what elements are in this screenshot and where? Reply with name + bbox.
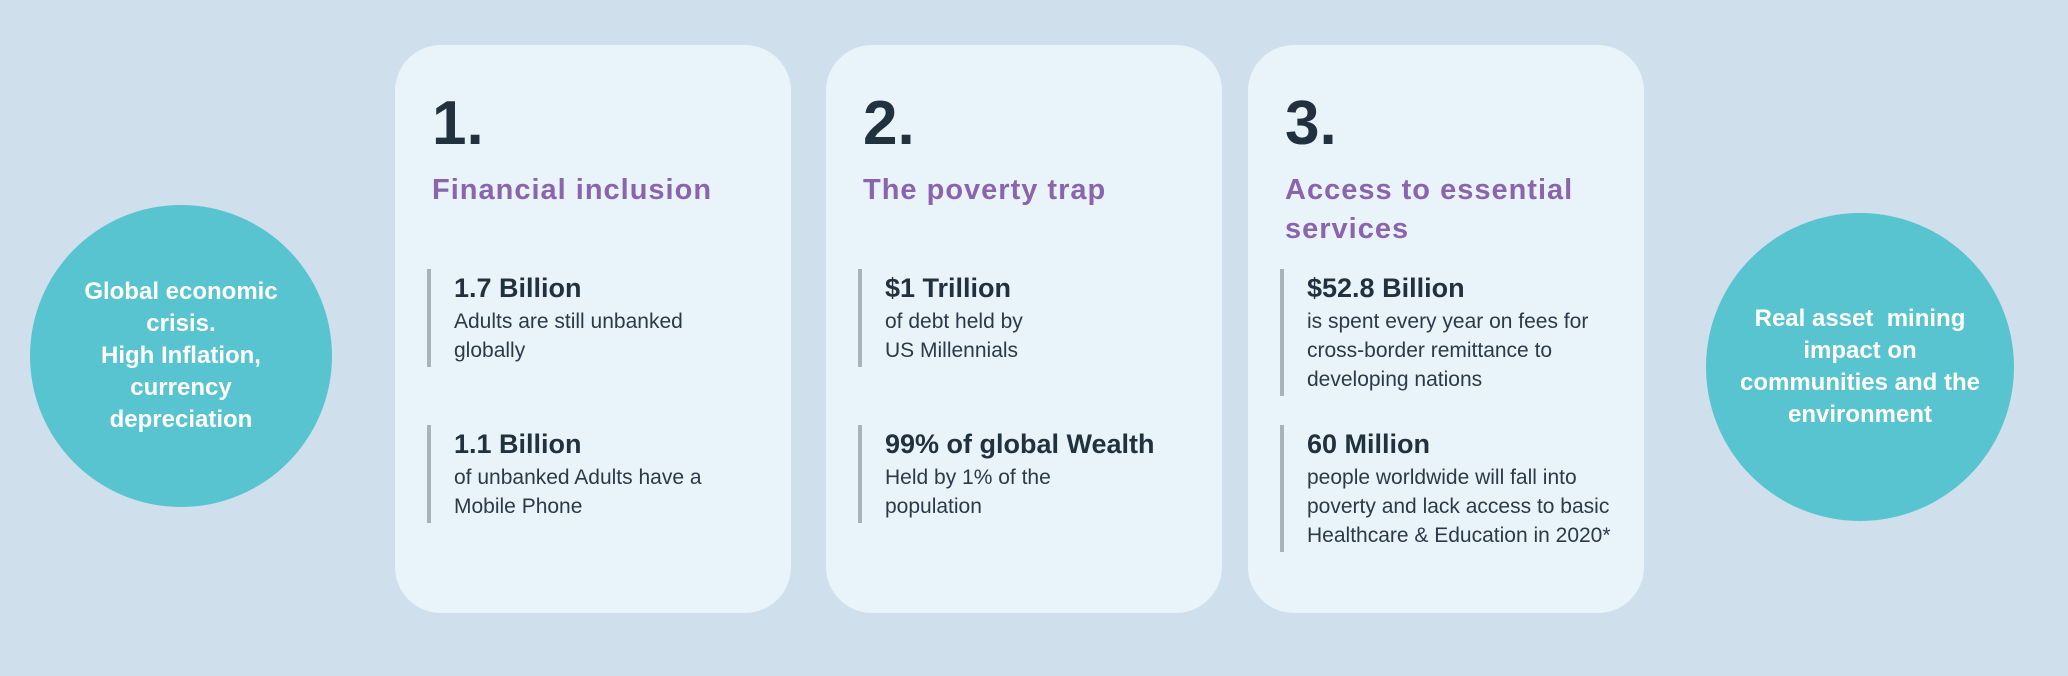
stat-value: 1.7 Billion [454, 273, 582, 303]
stat-description: people worldwide will fall into poverty … [1307, 466, 1611, 547]
stat-description: Adults are still unbanked globally [454, 310, 683, 362]
stat-description: Held by 1% of the population [885, 466, 1051, 518]
stat-block: 1.1 Billion of unbanked Adults have a Mo… [427, 425, 760, 523]
left-circle-text: Global economic crisis. High Inflation, … [84, 278, 278, 433]
stat-block: 60 Million people worldwide will fall in… [1280, 425, 1613, 552]
card-number: 2. [863, 89, 915, 158]
stat-description: of debt held by US Millennials [885, 310, 1023, 362]
card-poverty-trap: 2. The poverty trap $1 Trillion of debt … [826, 45, 1222, 613]
stat-value: 1.1 Billion [454, 429, 582, 459]
card-title: Financial inclusion [432, 174, 713, 206]
stat-block: 1.7 Billion Adults are still unbanked gl… [427, 269, 760, 367]
card-number: 1. [432, 89, 484, 158]
card-number: 3. [1285, 89, 1337, 158]
card-access-essential-services: 3. Access to essential services $52.8 Bi… [1248, 45, 1644, 613]
stat-description: of unbanked Adults have a Mobile Phone [454, 466, 702, 518]
stat-block: 99% of global Wealth Held by 1% of the p… [858, 425, 1191, 523]
card-title: Access to essential services [1285, 174, 1574, 245]
stat-value: $52.8 Billion [1307, 273, 1465, 303]
stat-block: $52.8 Billion is spent every year on fee… [1280, 269, 1613, 396]
card-title: The poverty trap [863, 174, 1107, 206]
right-circle-text: Real asset mining impact on communities … [1739, 305, 1981, 428]
stat-value: $1 Trillion [885, 273, 1012, 303]
stat-block: $1 Trillion of debt held by US Millennia… [858, 269, 1191, 367]
stat-description: is spent every year on fees for cross-bo… [1307, 310, 1589, 391]
stat-value: 99% of global Wealth [885, 429, 1155, 459]
left-challenge-circle: Global economic crisis. High Inflation, … [30, 205, 332, 507]
right-challenge-circle: Real asset mining impact on communities … [1706, 213, 2014, 521]
stat-value: 60 Million [1307, 429, 1431, 459]
card-financial-inclusion: 1. Financial inclusion 1.7 Billion Adult… [395, 45, 791, 613]
